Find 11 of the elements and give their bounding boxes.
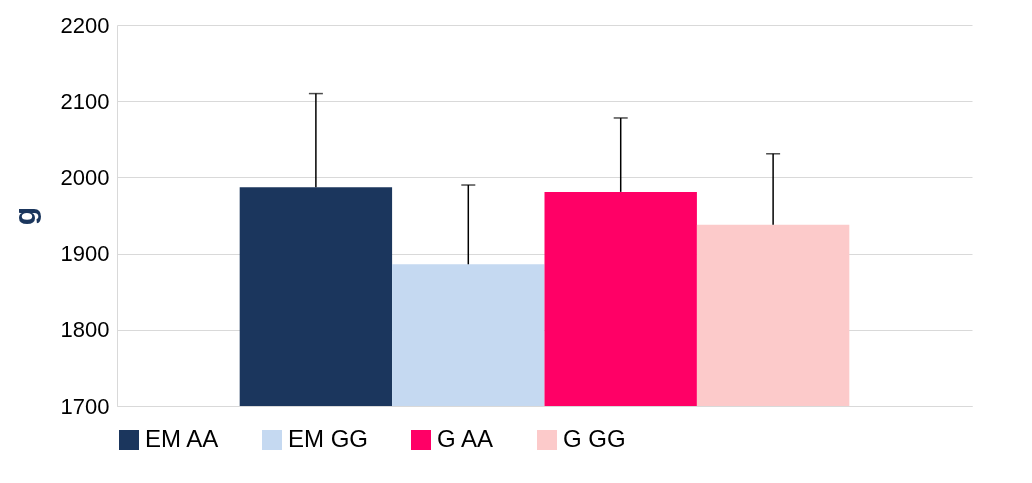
legend-label: EM GG xyxy=(288,425,369,452)
y-tick-label: 2200 xyxy=(60,12,110,38)
y-tick-label: 2100 xyxy=(60,88,110,114)
y-tick-label: 1700 xyxy=(60,393,110,419)
legend-label: G AA xyxy=(437,425,494,452)
legend-label: G GG xyxy=(563,425,626,452)
y-tick-label: 1800 xyxy=(60,317,110,343)
legend-label: EM AA xyxy=(145,425,219,452)
y-tick-label: 1900 xyxy=(60,241,110,267)
y-axis-title: g xyxy=(7,206,41,226)
y-tick-label: 2000 xyxy=(60,164,110,190)
